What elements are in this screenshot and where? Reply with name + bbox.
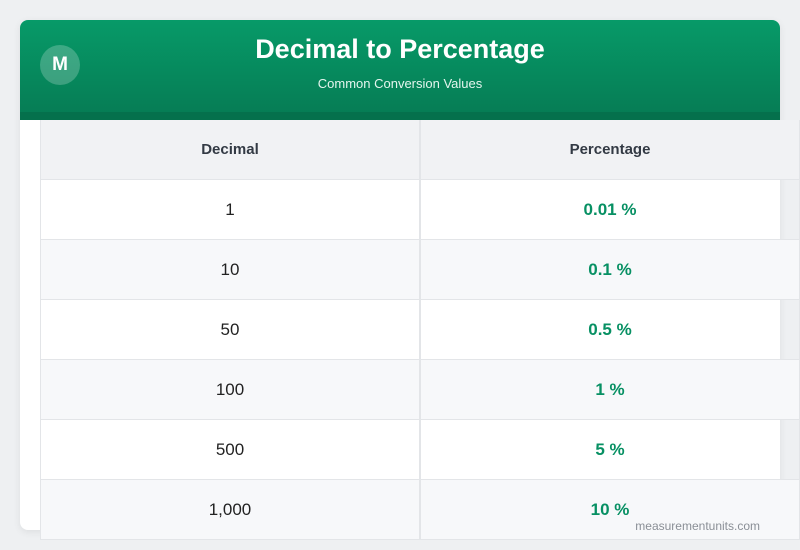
decimal-cell: 50 (40, 300, 420, 359)
header-row: Decimal Percentage (40, 120, 800, 180)
decimal-cell: 10 (40, 240, 420, 299)
subtitle: Common Conversion Values (317, 76, 483, 91)
percentage-cell: 5 % (420, 420, 800, 479)
percentage-cell: 0.5 % (420, 300, 800, 359)
table-row: 1 0.01 % (40, 180, 800, 240)
percentage-cell: 0.01 % (420, 180, 800, 239)
table-row: 1,000 10 % (40, 480, 800, 540)
column-header: Percentage (420, 120, 800, 179)
percentage-cell: 0.1 % (420, 240, 800, 299)
title: Decimal to Percentage (255, 34, 545, 64)
column-header: Decimal (40, 120, 420, 179)
decimal-cell: 1 (40, 180, 420, 239)
table-row: 500 5 % (40, 420, 800, 480)
logo: M (40, 45, 80, 85)
decimal-cell: 1,000 (40, 480, 420, 539)
decimal-cell: 500 (40, 420, 420, 479)
conversion-table: Decimal Percentage 1 0.01 % 10 0.1 % 50 0.5 % 10… (40, 120, 800, 540)
decimal-cell: 100 (40, 360, 420, 419)
header: M Decimal to Percentage Common Conversio… (20, 20, 780, 120)
table-row: 100 1 % (40, 360, 800, 420)
percentage-cell: 1 % (420, 360, 800, 419)
footer: measurementunits.com (635, 519, 760, 533)
table-row: 10 0.1 % (40, 240, 800, 300)
table-row: 50 0.5 % (40, 300, 800, 360)
